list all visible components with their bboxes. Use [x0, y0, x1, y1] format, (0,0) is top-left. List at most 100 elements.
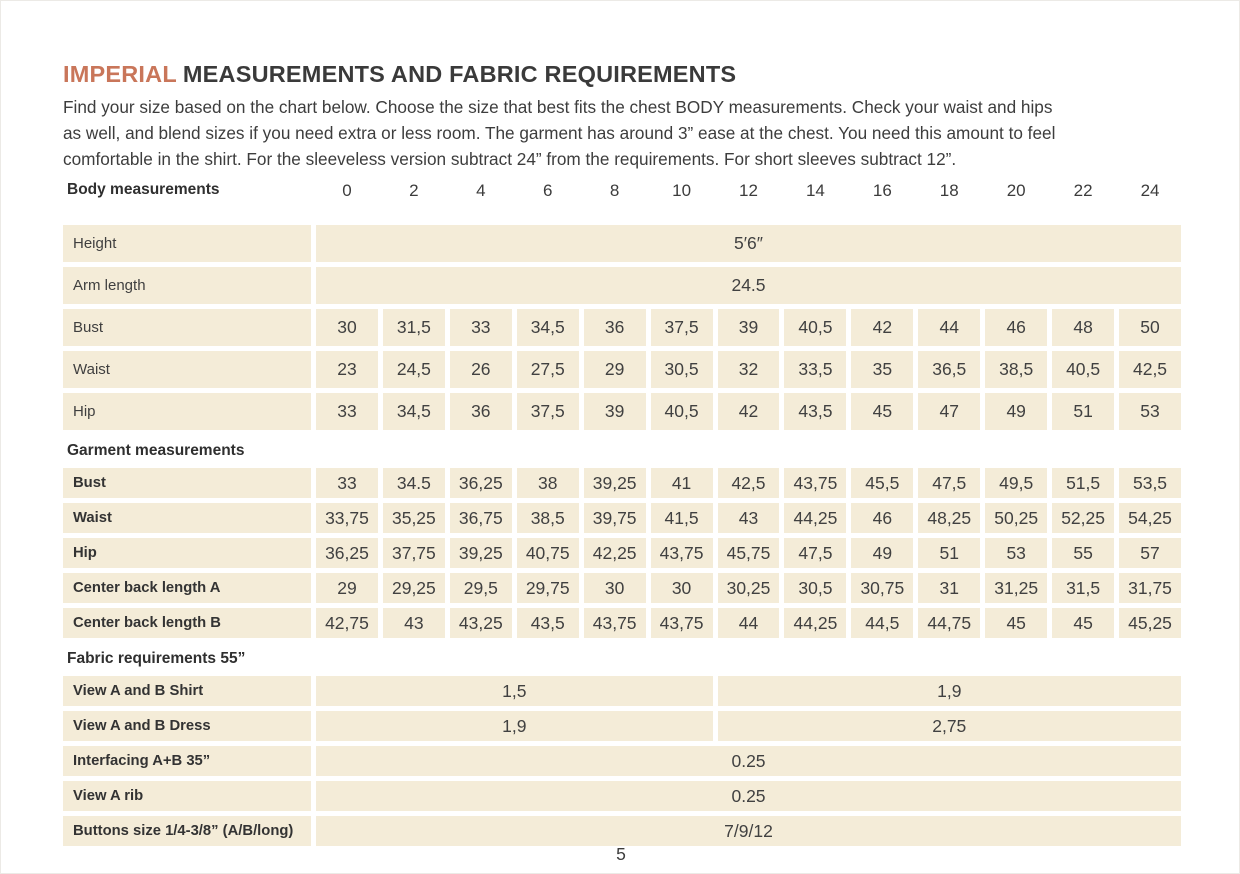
value-cell: 46 [851, 503, 914, 533]
row-label: View A rib [63, 781, 311, 811]
row-label: Hip [63, 393, 311, 430]
value-cell-left: 1,5 [316, 676, 713, 706]
table-row: Center back length A 29 29,25 29,5 29,75 30 30… [63, 573, 1181, 603]
value-cell: 36 [449, 393, 512, 430]
size-header-cell: 2 [409, 181, 419, 200]
value-cell: 53 [985, 538, 1048, 568]
size-header-cell: 22 [1073, 181, 1093, 200]
size-table: Body measurements 0 2 4 6 8 10 12 14 16 18 20 22 24 He… [63, 181, 1181, 846]
value-cell-span: 0.25 [316, 746, 1181, 776]
value-cell: 43,75 [650, 538, 713, 568]
value-cell: 43,75 [583, 608, 646, 638]
value-cell: 39,25 [449, 538, 512, 568]
title-rest: MEASUREMENTS AND FABRIC REQUIREMENTS [182, 61, 737, 87]
row-label: Bust [63, 309, 311, 346]
table-section: Garment measurements Bust 33 34.5 36,25 38 39,… [63, 435, 1181, 638]
intro-line: as well, and blend sizes if you need ext… [63, 123, 1056, 143]
intro-paragraph: Find your size based on the chart below.… [63, 94, 1181, 172]
value-cell: 29 [583, 351, 646, 388]
size-header-row: Body measurements 0 2 4 6 8 10 12 14 16 18 20 22 24 [63, 181, 1181, 218]
table-row: Hip 36,25 37,75 39,25 40,75 42,25 43,75 45,75 47… [63, 538, 1181, 568]
value-cell-left: 1,9 [316, 711, 713, 741]
value-cell: 48 [1052, 309, 1115, 346]
value-cell: 50,25 [985, 503, 1048, 533]
size-header-cell: 12 [739, 181, 758, 200]
section-heading: Garment measurements [67, 442, 245, 459]
value-cell: 36,25 [449, 468, 512, 498]
table-row: Center back length B 42,75 43 43,25 43,5 43,7… [63, 608, 1181, 638]
column-header-label: Body measurements [67, 181, 220, 198]
row-label: Bust [63, 468, 311, 498]
value-cell: 45 [1052, 608, 1115, 638]
table-row: Buttons size 1/4-3/8” (A/B/long) 7/9/12 [63, 816, 1181, 846]
value-cell: 34,5 [382, 393, 445, 430]
value-cell: 29,25 [382, 573, 445, 603]
size-header-cell: 24 [1140, 181, 1160, 200]
value-cell: 36,5 [918, 351, 981, 388]
value-cell: 40,5 [784, 309, 847, 346]
size-header-cell: 16 [872, 181, 892, 200]
value-cell: 42,25 [583, 538, 646, 568]
value-cell: 49 [985, 393, 1048, 430]
value-cell: 44,25 [784, 608, 847, 638]
value-cell: 42,5 [717, 468, 780, 498]
row-label: Height [63, 225, 311, 262]
value-cell: 33 [449, 309, 512, 346]
table-row: Waist 33,75 35,25 36,75 38,5 39,75 41,5 43 44,25… [63, 503, 1181, 533]
value-cell: 49 [851, 538, 914, 568]
size-header-cell: 18 [939, 181, 959, 200]
value-cell: 43,75 [784, 468, 847, 498]
value-cell: 45 [985, 608, 1048, 638]
value-cell: 50 [1119, 309, 1181, 346]
value-cell: 32 [717, 351, 780, 388]
content-area: IMPERIAL MEASUREMENTS AND FABRIC REQUIREM… [63, 61, 1181, 851]
table-row: Arm length 24.5 [63, 267, 1181, 304]
value-cell: 31 [918, 573, 981, 603]
value-cell: 24,5 [382, 351, 445, 388]
value-cell: 23 [316, 351, 378, 388]
table-row: View A and B Shirt 1,5 1,9 [63, 676, 1181, 706]
value-cell: 29,5 [449, 573, 512, 603]
page-title: IMPERIAL MEASUREMENTS AND FABRIC REQUIREM… [63, 61, 1181, 88]
value-cell: 52,25 [1052, 503, 1115, 533]
value-cell: 39,75 [583, 503, 646, 533]
size-header-cell: 20 [1006, 181, 1026, 200]
value-cell: 45 [851, 393, 914, 430]
intro-line: Find your size based on the chart below.… [63, 97, 1053, 117]
value-cell: 40,75 [516, 538, 579, 568]
size-header-cell: 4 [476, 181, 486, 200]
value-cell: 33 [316, 468, 378, 498]
row-label: Interfacing A+B 35” [63, 746, 311, 776]
value-cell: 30,5 [650, 351, 713, 388]
value-cell: 44,5 [851, 608, 914, 638]
value-cell: 37,5 [516, 393, 579, 430]
value-cell: 51 [1052, 393, 1115, 430]
value-cell: 31,5 [382, 309, 445, 346]
value-cell: 43,5 [784, 393, 847, 430]
value-cell: 36,75 [449, 503, 512, 533]
value-cell: 41 [650, 468, 713, 498]
value-cell: 42 [851, 309, 914, 346]
page-number: 5 [616, 844, 626, 864]
value-cell: 36,25 [316, 538, 378, 568]
table-row: Bust 33 34.5 36,25 38 39,25 41 42,5 43,75 45,5 47,… [63, 468, 1181, 498]
value-cell: 46 [985, 309, 1048, 346]
value-cell: 31,5 [1052, 573, 1115, 603]
value-cell: 33 [316, 393, 378, 430]
value-cell: 47 [918, 393, 981, 430]
value-cell: 39 [717, 309, 780, 346]
title-accent: IMPERIAL [63, 61, 177, 87]
value-cell: 33,5 [784, 351, 847, 388]
value-cell: 30 [583, 573, 646, 603]
intro-line: comfortable in the shirt. For the sleeve… [63, 149, 957, 169]
value-cell-span: 24.5 [316, 267, 1181, 304]
size-header-cell: 14 [805, 181, 825, 200]
value-cell: 54,25 [1119, 503, 1181, 533]
row-label: Center back length B [63, 608, 311, 638]
value-cell: 35,25 [382, 503, 445, 533]
value-cell: 35 [851, 351, 914, 388]
value-cell: 29,75 [516, 573, 579, 603]
table-row: Waist 23 24,5 26 27,5 29 30,5 32 33,5 35 36,5 38,5 4… [63, 351, 1181, 388]
value-cell: 55 [1052, 538, 1115, 568]
value-cell: 47,5 [918, 468, 981, 498]
